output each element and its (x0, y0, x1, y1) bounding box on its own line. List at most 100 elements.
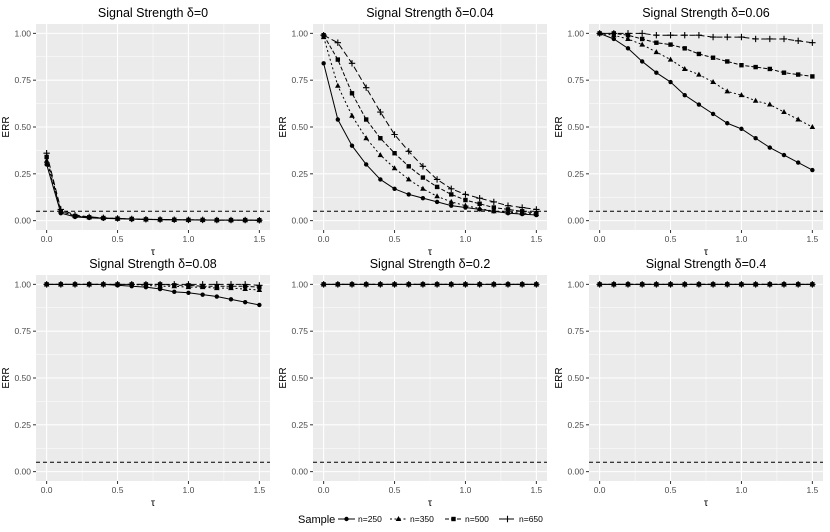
data-point (200, 292, 205, 297)
data-point (682, 92, 687, 98)
data-point (348, 60, 356, 67)
data-point (142, 281, 150, 288)
legend-label: n=500 (465, 514, 489, 524)
series-line (46, 283, 260, 288)
data-point (724, 281, 731, 288)
data-point (242, 286, 248, 292)
data-point (638, 281, 646, 288)
series-line (323, 34, 537, 214)
data-point (463, 197, 468, 203)
data-point (449, 203, 454, 208)
y-tick-label: 0.25 (14, 420, 31, 430)
data-point (668, 79, 673, 85)
x-tick-label: 1.0 (183, 234, 195, 244)
data-point (795, 116, 801, 122)
data-point (809, 281, 816, 288)
data-point (710, 111, 716, 117)
data-point (433, 176, 441, 183)
data-point (752, 35, 759, 43)
data-point (349, 91, 355, 96)
data-point (185, 216, 192, 224)
legend-entry-n=500: n=500 (445, 514, 489, 524)
data-point (114, 215, 121, 222)
data-point (363, 135, 369, 141)
y-tick-label: 0.50 (291, 373, 308, 383)
data-point (349, 143, 355, 148)
data-point (725, 59, 730, 64)
series-line (323, 63, 537, 216)
series-line (323, 36, 537, 215)
data-point (114, 281, 121, 288)
panel-2: 0.00 0.25 0.50 0.75 1.00 0.0 0.5 1.0 1.5 Signal S… (278, 6, 547, 258)
data-point (504, 202, 512, 209)
data-point (491, 208, 497, 214)
data-point (794, 37, 802, 45)
data-point (752, 97, 759, 103)
x-tick-label: 0.0 (41, 234, 53, 244)
data-point (639, 36, 645, 42)
data-point (491, 205, 497, 210)
legend-label: n=350 (410, 514, 434, 524)
panel-3: 0.00 0.25 0.50 0.75 1.00 0.0 0.5 1.0 1.5 Signal S… (554, 6, 823, 258)
data-point (766, 281, 774, 288)
data-point (654, 70, 659, 75)
x-tick-label: 0.5 (665, 234, 677, 244)
y-tick-label: 0.50 (14, 122, 31, 132)
legend-label: n=650 (519, 514, 543, 524)
data-point (624, 30, 632, 37)
x-tick-label: 0.0 (594, 234, 606, 244)
data-point (809, 124, 816, 129)
data-point (795, 72, 801, 77)
data-point (348, 281, 356, 288)
y-axis-label: ERR (278, 116, 289, 137)
x-tick-label: 0.5 (389, 234, 401, 244)
y-tick-label: 0.25 (291, 169, 308, 179)
data-point (709, 281, 717, 288)
data-point (199, 281, 206, 288)
series-line (46, 283, 260, 306)
data-point (505, 209, 511, 215)
data-point (186, 290, 191, 295)
data-point (171, 216, 178, 223)
data-point (377, 108, 384, 116)
data-point (681, 32, 688, 39)
data-point (667, 56, 674, 62)
panel-title: Signal Strength δ=0.04 (366, 6, 494, 20)
data-point (624, 281, 632, 288)
data-point (257, 302, 262, 308)
data-point (610, 30, 618, 37)
x-tick-label: 1.0 (736, 485, 748, 495)
data-point (405, 148, 412, 155)
data-point (433, 281, 441, 288)
legend-title: Sample (298, 514, 335, 526)
data-point (477, 201, 482, 206)
data-point (172, 289, 177, 295)
data-point (654, 40, 659, 45)
data-point (725, 121, 730, 126)
data-point (596, 281, 603, 288)
data-point (100, 281, 107, 288)
data-point (420, 175, 426, 180)
data-point (668, 42, 673, 47)
x-tick-label: 0.5 (665, 485, 677, 495)
data-point (681, 65, 688, 71)
legend-label: n=250 (358, 514, 382, 524)
y-tick-label: 0.25 (291, 420, 308, 430)
data-point (681, 281, 688, 288)
y-tick-label: 0.25 (14, 169, 31, 179)
data-point (43, 150, 50, 157)
data-point (505, 207, 511, 212)
data-point (241, 216, 249, 224)
data-point (476, 194, 483, 202)
data-point (625, 35, 631, 41)
data-point (377, 281, 384, 288)
y-tick-label: 0.00 (291, 216, 308, 226)
x-tick-label: 0.0 (318, 485, 330, 495)
y-tick-label: 0.25 (567, 169, 584, 179)
panel-title: Signal Strength δ=0 (98, 6, 208, 20)
data-point (434, 199, 440, 205)
x-tick-label: 0.5 (112, 234, 124, 244)
data-point (321, 61, 326, 66)
data-point (794, 281, 802, 288)
